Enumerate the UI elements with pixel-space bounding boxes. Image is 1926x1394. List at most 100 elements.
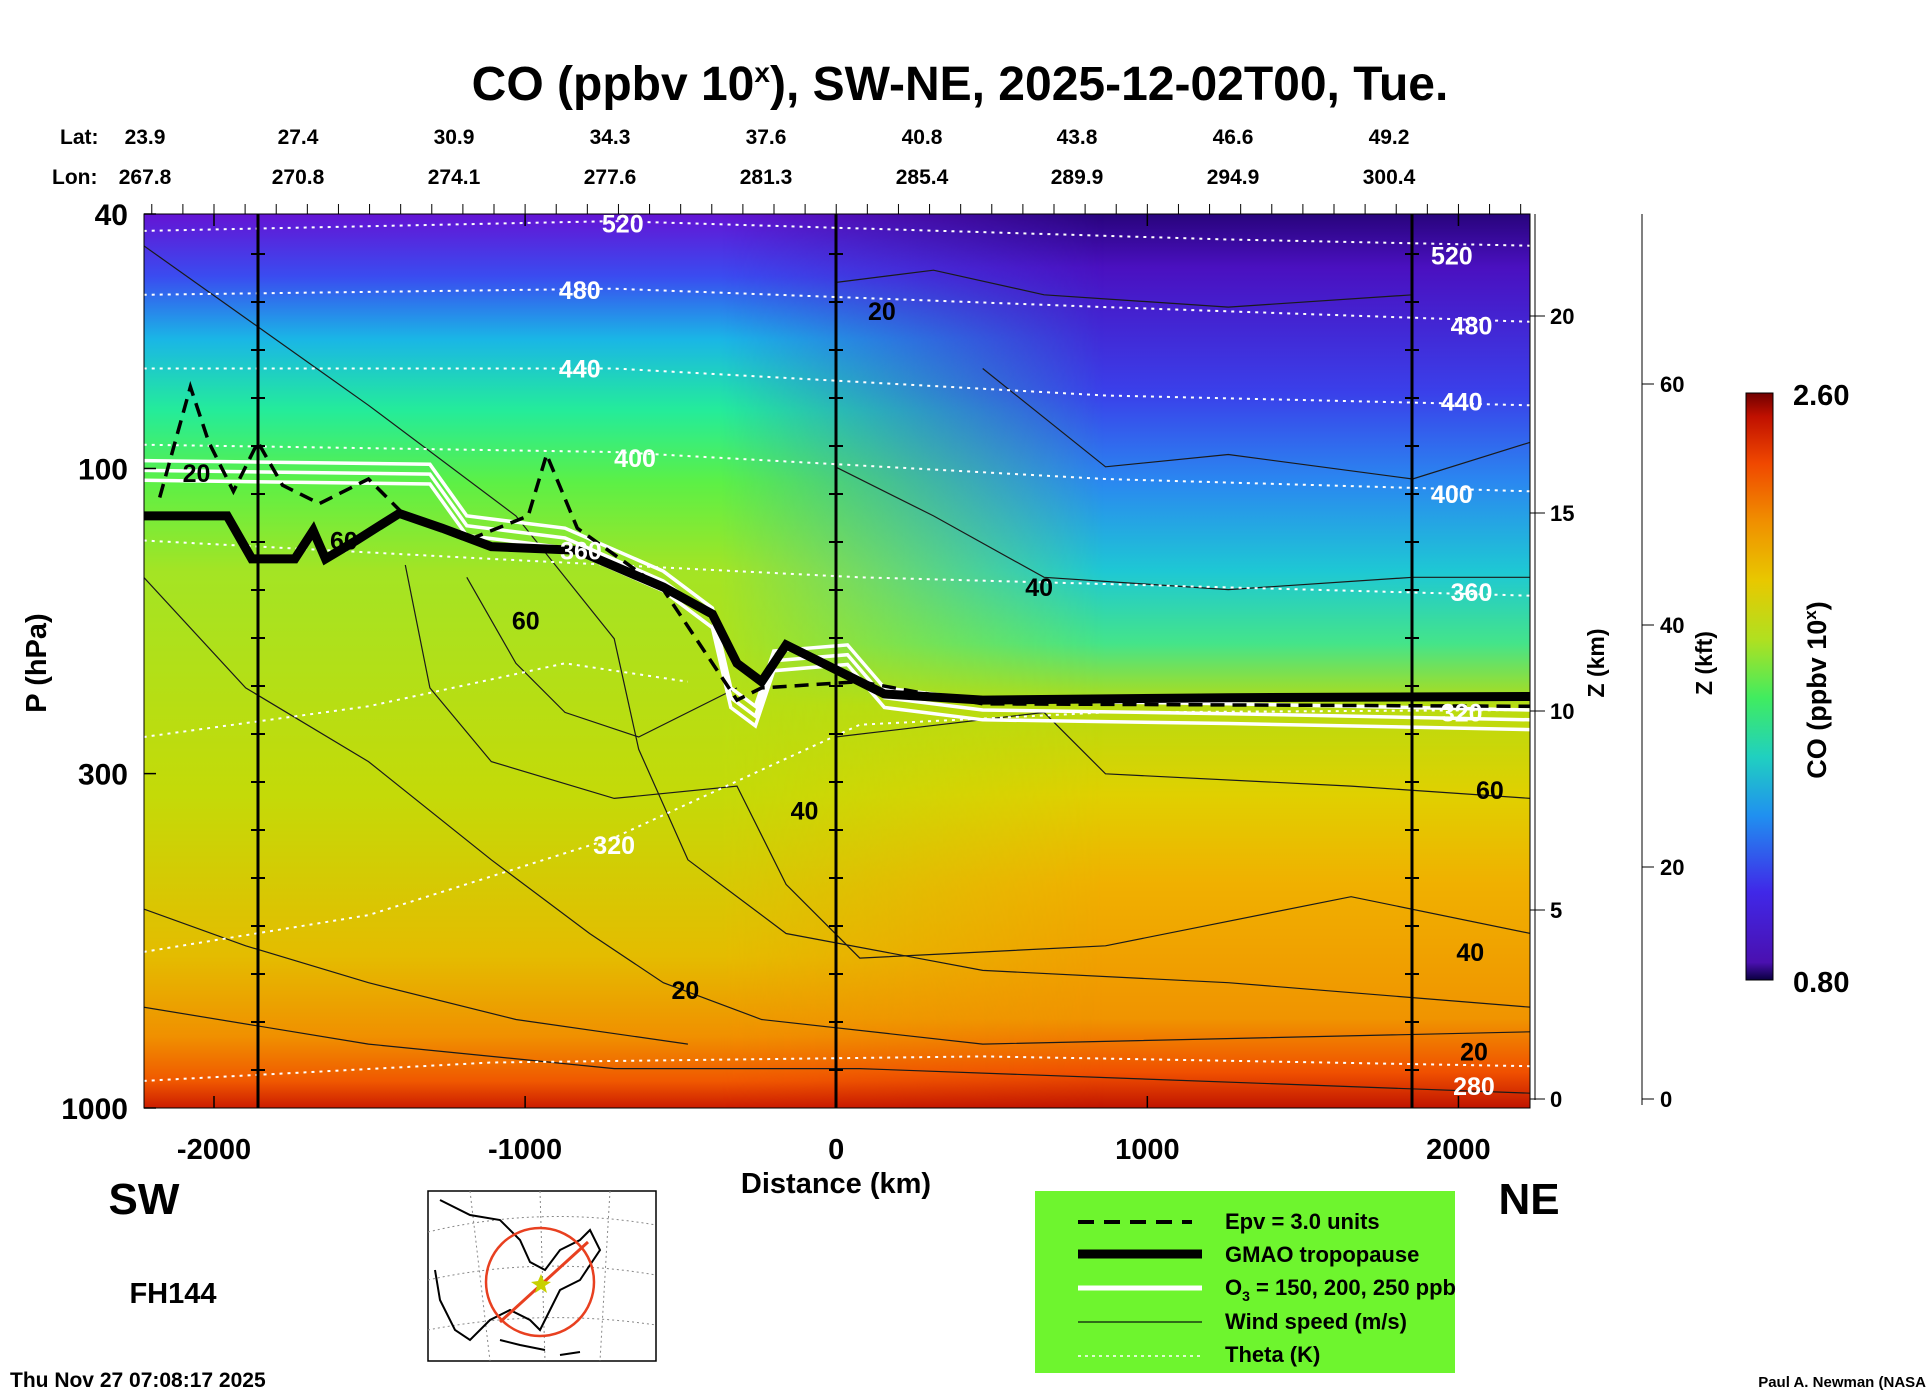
x-tick-label: 0: [828, 1134, 844, 1166]
x-tick-label: 1000: [1115, 1134, 1180, 1166]
wind-label: 20: [1460, 1038, 1488, 1066]
wind-label: 40: [1456, 939, 1484, 967]
lon-value: 285.4: [896, 166, 949, 189]
z-kft-tick-label: 0: [1660, 1087, 1672, 1112]
colorbar: [1745, 392, 1774, 981]
y-tick-label: 100: [78, 453, 128, 486]
wind-contour: [144, 576, 1530, 1045]
y-tick-label: 1000: [61, 1093, 128, 1126]
theta-line: [144, 1055, 1530, 1082]
theta-line: [144, 662, 689, 738]
colorbar-min: 0.80: [1793, 967, 1849, 999]
legend: Epv = 3.0 units GMAO tropopause O3 = 150…: [1035, 1191, 1456, 1373]
x-tick-label: -1000: [488, 1134, 562, 1166]
wind-contour: [144, 908, 688, 1045]
z-kft-tick-label: 20: [1660, 855, 1684, 880]
wind-contour: [982, 368, 1530, 480]
tropopause-line: [144, 508, 1530, 705]
axes: -2000 -1000 0 1000 2000 40 100 300 1000 20 15 10 5 0 6…: [61, 199, 1684, 1166]
lon-label: Lon:: [52, 166, 97, 189]
timestamp: Thu Nov 27 07:08:17 2025: [10, 1369, 266, 1392]
lat-value: 30.9: [434, 126, 475, 149]
lon-value: 289.9: [1051, 166, 1104, 189]
wind-label: 40: [791, 798, 819, 826]
theta-label: 320: [593, 832, 635, 860]
colorbar-max: 2.60: [1793, 380, 1849, 412]
co-field: 520 480 440 400 360 320 520 480 440 400 360 320 280 2…: [144, 211, 1530, 1108]
lon-value: 294.9: [1207, 166, 1260, 189]
lon-value: 300.4: [1363, 166, 1416, 189]
lat-value: 40.8: [902, 126, 943, 149]
legend-epv-label: Epv = 3.0 units: [1225, 1209, 1380, 1234]
x-tick-label: 2000: [1426, 1134, 1491, 1166]
theta-label: 320: [1441, 699, 1483, 727]
lat-value: 46.6: [1213, 126, 1254, 149]
legend-tropopause-label: GMAO tropopause: [1225, 1242, 1419, 1267]
x-axis-label: Distance (km): [741, 1168, 931, 1200]
wind-contour: [404, 564, 1530, 959]
theta-label: 360: [560, 537, 602, 565]
wind-label: 60: [1476, 777, 1504, 805]
theta-label: 520: [602, 211, 644, 239]
lat-value: 23.9: [125, 126, 166, 149]
lat-label: Lat:: [60, 126, 99, 149]
theta-label: 440: [559, 355, 601, 383]
lon-value: 277.6: [584, 166, 637, 189]
wind-contour: [466, 577, 738, 738]
ne-label: NE: [1498, 1175, 1559, 1224]
wind-contour: [835, 466, 1530, 591]
z-km-tick-label: 15: [1550, 501, 1574, 526]
y-axis-label: P (hPa): [21, 613, 53, 712]
credit: Paul A. Newman (NASA: [1758, 1374, 1926, 1391]
z-km-label: Z (km): [1583, 629, 1609, 698]
sw-label: SW: [109, 1175, 180, 1224]
contour-labels: 520 480 440 400 360 320 520 480 440 400 360 320 280 2…: [183, 211, 1504, 1101]
y-tick-label: 300: [78, 759, 128, 792]
epv-line: [158, 380, 1530, 709]
lat-value: 37.6: [746, 126, 787, 149]
chart-title: CO (ppbv 10x), SW-NE, 2025-12-02T00, Tue…: [472, 57, 1449, 111]
legend-ozone-label: O3 = 150, 200, 250 ppb: [1225, 1275, 1456, 1304]
z-km-tick-label: 10: [1550, 699, 1574, 724]
lat-lon-header: Lat: Lon: 23.9 27.4 30.9 34.3 37.6 40.8 43.8 46…: [52, 126, 1416, 189]
theta-label: 480: [559, 277, 601, 305]
wind-contour: [835, 269, 1413, 308]
y-tick-label: 40: [95, 199, 128, 232]
lon-value: 270.8: [272, 166, 325, 189]
section-markers: [251, 214, 1419, 1108]
theta-label: 280: [1453, 1073, 1495, 1101]
lon-value: 267.8: [119, 166, 172, 189]
wind-label: 60: [512, 607, 540, 635]
z-kft-tick-label: 40: [1660, 613, 1684, 638]
wind-label: 20: [183, 460, 211, 488]
theta-label: 520: [1431, 242, 1473, 270]
z-km-tick-label: 0: [1550, 1087, 1562, 1112]
theta-label: 360: [1451, 579, 1493, 607]
theta-label: 440: [1441, 389, 1483, 417]
legend-wind-label: Wind speed (m/s): [1225, 1309, 1407, 1334]
inset-map: [427, 1190, 657, 1362]
ozone-line: [144, 478, 1530, 732]
lat-value: 27.4: [278, 126, 319, 149]
lon-value: 274.1: [428, 166, 481, 189]
z-km-tick-label: 5: [1550, 898, 1562, 923]
lat-value: 34.3: [590, 126, 631, 149]
plot-frame: [143, 213, 1531, 1109]
z-kft-label: Z (kft): [1691, 631, 1717, 695]
wind-contour: [144, 1006, 1530, 1094]
legend-theta-label: Theta (K): [1225, 1342, 1320, 1367]
lon-value: 281.3: [740, 166, 793, 189]
z-km-tick-label: 20: [1550, 304, 1574, 329]
wind-contour: [144, 245, 1530, 1008]
wind-label: 20: [671, 977, 699, 1005]
theta-label: 400: [614, 445, 656, 473]
wind-label: 20: [868, 298, 896, 326]
wind-speed-contours: [144, 245, 1530, 1094]
wind-label: 60: [330, 527, 358, 555]
wind-label: 40: [1025, 574, 1053, 602]
forecast-hour: FH144: [129, 1278, 216, 1310]
lat-value: 49.2: [1369, 126, 1410, 149]
x-tick-label: -2000: [177, 1134, 251, 1166]
theta-label: 400: [1431, 481, 1473, 509]
